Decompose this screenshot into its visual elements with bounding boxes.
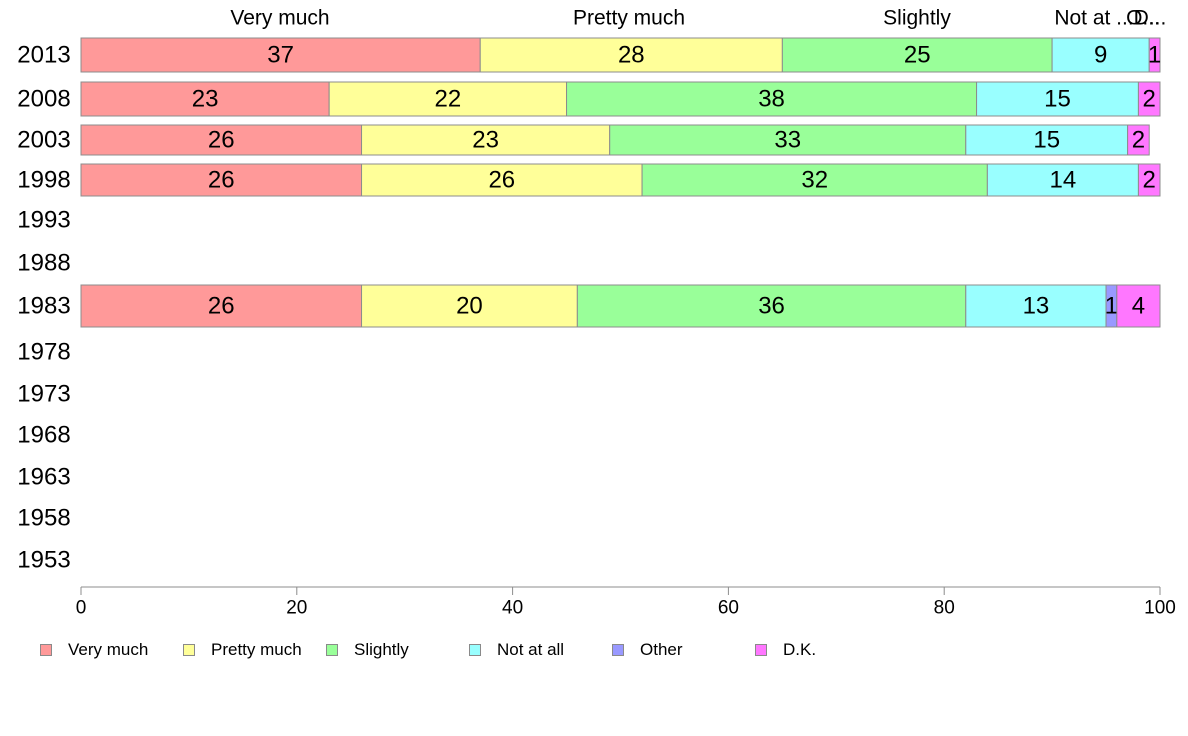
- bar-slightly-2013: [781, 37, 1053, 73]
- bar-very-much-2013: [80, 37, 481, 73]
- data-label-pretty-much-2003: 23: [472, 127, 499, 154]
- data-label-pretty-much-1983: 20: [456, 293, 483, 320]
- legend-label-very-much: Very much: [68, 640, 149, 659]
- data-label-not-at-all-2003: 15: [1033, 127, 1060, 154]
- legend-item-slightly: Slightly: [326, 638, 409, 662]
- data-label-not-at-all-1983: 13: [1023, 293, 1050, 320]
- x-tick-label-60: 60: [718, 598, 739, 619]
- bar-not-at-all-1983: [965, 284, 1107, 328]
- y-tick-label-1998: 1998: [17, 167, 70, 194]
- bar-pretty-much-2003: [361, 124, 611, 156]
- bar-d-k-2013: [1148, 37, 1161, 73]
- legend-swatch-pretty-much: [183, 644, 195, 656]
- data-label-very-much-2013: 37: [267, 42, 294, 69]
- bar-slightly-2008: [566, 81, 978, 117]
- x-tick-label-20: 20: [286, 598, 307, 619]
- x-tick-label-80: 80: [934, 598, 955, 619]
- bar-pretty-much-1983: [361, 284, 578, 328]
- legend-swatch-dk: [755, 644, 767, 656]
- legend-swatch-not-at-all: [469, 644, 481, 656]
- legend-item-dk: D.K.: [755, 638, 816, 662]
- bar-d-k-2008: [1137, 81, 1161, 117]
- data-label-other-1983: 1: [1105, 293, 1118, 320]
- data-label-not-at-all-2008: 15: [1044, 86, 1071, 113]
- bar-d-k-1983: [1116, 284, 1161, 328]
- legend-swatch-slightly: [326, 644, 338, 656]
- legend-item-pretty-much: Pretty much: [183, 638, 302, 662]
- y-tick-label-1988: 1988: [17, 250, 70, 277]
- data-label-pretty-much-1998: 26: [488, 167, 515, 194]
- legend-item-very-much: Very much: [40, 638, 148, 662]
- y-tick-label-2008: 2008: [17, 86, 70, 113]
- bar-slightly-1998: [641, 163, 988, 197]
- data-label-very-much-2008: 23: [192, 86, 219, 113]
- data-label-d-k-1998: 2: [1143, 167, 1156, 194]
- top-label-1: Very much: [230, 7, 329, 30]
- x-tick-label-100: 100: [1144, 598, 1176, 619]
- data-label-slightly-2013: 25: [904, 42, 931, 69]
- data-label-very-much-2003: 26: [208, 127, 235, 154]
- y-tick-label-1963: 1963: [17, 464, 70, 491]
- data-label-pretty-much-2008: 22: [435, 86, 462, 113]
- data-label-very-much-1983: 26: [208, 293, 235, 320]
- bar-very-much-2008: [80, 81, 330, 117]
- y-tick-label-1978: 1978: [17, 339, 70, 366]
- bar-pretty-much-2008: [328, 81, 568, 117]
- data-label-slightly-2003: 33: [774, 127, 801, 154]
- top-label-4: Not at ...: [1054, 7, 1133, 30]
- legend-swatch-very-much: [40, 644, 52, 656]
- y-tick-label-1983: 1983: [17, 293, 70, 320]
- y-tick-label-1973: 1973: [17, 381, 70, 408]
- y-tick-label-1953: 1953: [17, 547, 70, 574]
- legend-item-not-at-all: Not at all: [469, 638, 564, 662]
- legend-label-other: Other: [640, 640, 683, 659]
- legend-swatch-other: [612, 644, 624, 656]
- data-label-not-at-all-2013: 9: [1094, 42, 1107, 69]
- data-label-pretty-much-2013: 28: [618, 42, 645, 69]
- data-label-slightly-2008: 38: [758, 86, 785, 113]
- data-label-d-k-2008: 2: [1143, 86, 1156, 113]
- bar-slightly-2003: [609, 124, 967, 156]
- data-label-very-much-1998: 26: [208, 167, 235, 194]
- top-label-3: Slightly: [883, 7, 951, 30]
- bar-pretty-much-2013: [479, 37, 783, 73]
- bar-not-at-all-2003: [965, 124, 1129, 156]
- x-tick-label-0: 0: [76, 598, 87, 619]
- data-label-slightly-1998: 32: [801, 167, 828, 194]
- top-label-6: D...: [1134, 7, 1167, 30]
- bar-d-k-1998: [1137, 163, 1161, 197]
- data-label-d-k-1983: 4: [1132, 293, 1145, 320]
- bar-pretty-much-1998: [361, 163, 643, 197]
- y-tick-label-1993: 1993: [17, 207, 70, 234]
- legend-label-dk: D.K.: [783, 640, 817, 659]
- legend-item-other: Other: [612, 638, 683, 662]
- x-tick-label-40: 40: [502, 598, 523, 619]
- y-tick-label-2013: 2013: [17, 42, 70, 69]
- legend-label-not-at-all: Not at all: [497, 640, 565, 659]
- y-tick-label-1968: 1968: [17, 422, 70, 449]
- bar-not-at-all-1998: [986, 163, 1139, 197]
- legend-label-slightly: Slightly: [354, 640, 409, 659]
- chart-legend: Very much Pretty much Slightly Not at al…: [40, 638, 1140, 662]
- y-tick-label-1958: 1958: [17, 505, 70, 532]
- data-label-d-k-2003: 2: [1132, 127, 1145, 154]
- legend-label-pretty-much: Pretty much: [211, 640, 302, 659]
- top-label-5: O...: [1126, 7, 1160, 30]
- bar-slightly-1983: [576, 284, 967, 328]
- data-label-slightly-1983: 36: [758, 293, 785, 320]
- y-tick-label-2003: 2003: [17, 127, 70, 154]
- bar-not-at-all-2008: [976, 81, 1139, 117]
- data-label-not-at-all-1998: 14: [1050, 167, 1077, 194]
- data-label-d-k-2013: 1: [1148, 42, 1161, 69]
- bar-very-much-2003: [80, 124, 363, 156]
- bar-very-much-1998: [80, 163, 363, 197]
- bar-d-k-2003: [1127, 124, 1150, 156]
- top-label-2: Pretty much: [573, 7, 685, 30]
